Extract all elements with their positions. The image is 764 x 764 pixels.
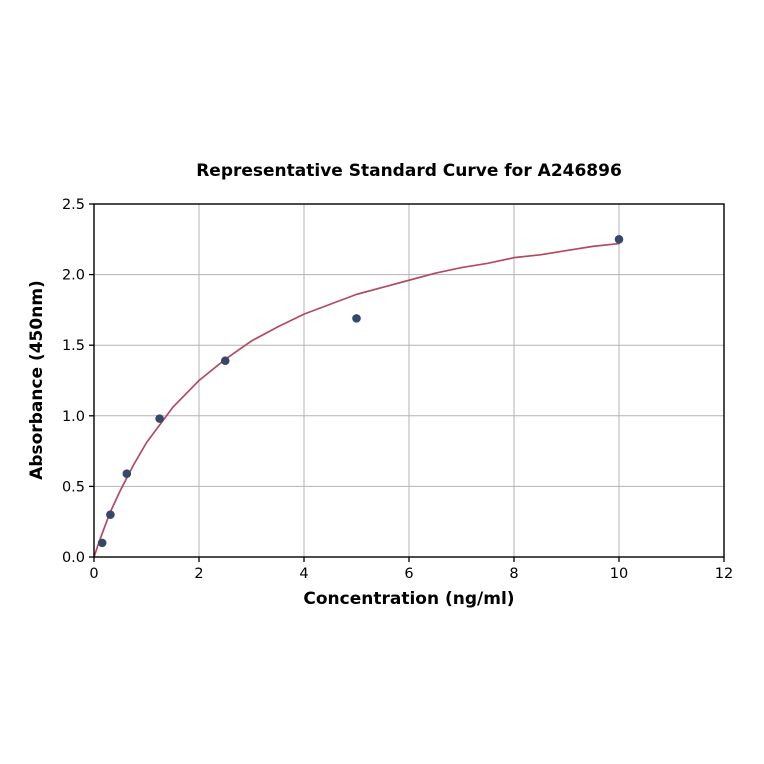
- y-tick-label: 1.5: [62, 338, 85, 354]
- standard-points: [97, 235, 624, 548]
- data-point: [155, 414, 164, 423]
- x-tick-label: 4: [299, 566, 308, 582]
- data-point: [352, 314, 361, 323]
- y-tick-label: 0.5: [62, 479, 85, 495]
- x-tick-label: 8: [509, 566, 518, 582]
- data-point: [106, 510, 115, 519]
- y-tick-label: 1.0: [62, 409, 85, 425]
- x-tick-label: 2: [194, 566, 203, 582]
- x-tick-label: 0: [89, 566, 98, 582]
- fitted-curve: [93, 242, 620, 558]
- gridlines: [93, 203, 725, 558]
- data-point: [220, 356, 230, 366]
- x-tick-label: 10: [610, 566, 628, 582]
- x-tick-label: 12: [715, 566, 733, 582]
- y-tick-label: 2.5: [62, 197, 85, 213]
- y-tick-label: 0.0: [62, 550, 85, 566]
- x-axis-label: Concentration (ng/ml): [303, 589, 515, 609]
- data-point: [97, 538, 107, 548]
- x-tick-label: 6: [404, 566, 413, 582]
- chart-title: Representative Standard Curve for A24689…: [196, 161, 622, 181]
- y-tick-label: 2.0: [62, 268, 85, 284]
- data-point: [614, 235, 624, 244]
- tick-labels: 0 2 4 6 8 10 12 0.0 0.5 1.0 1.5 2.0 2.5: [62, 197, 733, 582]
- tick-marks: [89, 203, 725, 562]
- data-point: [122, 469, 132, 478]
